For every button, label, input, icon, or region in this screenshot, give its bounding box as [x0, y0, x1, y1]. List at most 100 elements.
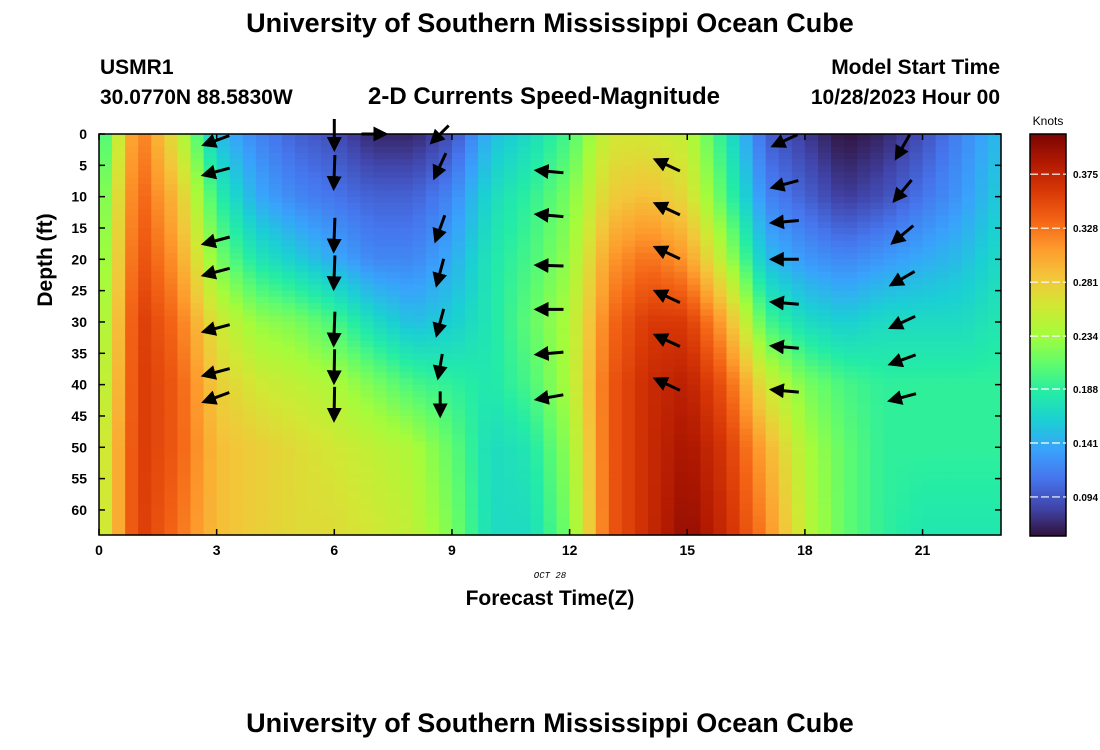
heatmap-cell [386, 209, 401, 217]
heatmap-cell [190, 422, 205, 430]
heatmap-cell [648, 165, 662, 173]
heatmap-cell [360, 202, 375, 210]
heatmap-cell [974, 209, 989, 217]
heatmap-cell [543, 221, 558, 229]
heatmap-cell [138, 171, 152, 179]
heatmap-cell [347, 184, 362, 191]
heatmap-cell [268, 321, 283, 329]
heatmap-cell [465, 403, 479, 411]
heatmap-cell [883, 190, 898, 198]
heatmap-cell [595, 428, 610, 436]
heatmap-cell [282, 334, 296, 342]
heatmap-cell [608, 365, 623, 373]
heatmap-cell [465, 202, 479, 210]
heatmap-cell [687, 359, 701, 367]
heatmap-cell [295, 296, 309, 304]
heatmap-cell [648, 321, 662, 329]
heatmap-cell [935, 372, 950, 379]
heatmap-cell [974, 428, 989, 436]
heatmap-cell [255, 497, 270, 505]
heatmap-cell [151, 190, 165, 198]
heatmap-cell [608, 340, 623, 348]
heatmap-cell [804, 484, 819, 492]
heatmap-cell [308, 321, 322, 329]
heatmap-cell [595, 459, 610, 467]
heatmap-cell [412, 428, 427, 436]
heatmap-cell [726, 152, 741, 160]
heatmap-cell [817, 227, 832, 235]
heatmap-cell [190, 328, 205, 336]
heatmap-cell [334, 365, 348, 373]
heatmap-cell [451, 522, 466, 530]
heatmap-cell [870, 221, 884, 229]
heatmap-cell [909, 290, 924, 298]
heatmap-cell [621, 478, 636, 486]
heatmap-cell [831, 259, 845, 267]
heatmap-cell [138, 321, 152, 329]
heatmap-cell [151, 328, 165, 336]
heatmap-cell [412, 441, 427, 448]
heatmap-cell [386, 184, 401, 191]
heatmap-cell [386, 428, 401, 436]
heatmap-cell [844, 359, 858, 367]
heatmap-cell [216, 528, 231, 536]
heatmap-cell [491, 296, 505, 304]
heatmap-cell [530, 196, 545, 204]
heatmap-cell [282, 359, 296, 367]
heatmap-cell [987, 134, 1002, 141]
heatmap-cell [451, 271, 466, 279]
heatmap-cell [451, 447, 466, 455]
heatmap-cell [687, 491, 701, 499]
heatmap-cell [504, 234, 518, 242]
heatmap-cell [203, 278, 218, 285]
heatmap-cell [713, 184, 728, 191]
heatmap-cell [752, 284, 767, 292]
heatmap-cell [922, 215, 937, 223]
heatmap-cell [739, 259, 754, 267]
current-vector-arrow [432, 214, 447, 244]
heatmap-cell [386, 466, 401, 473]
heatmap-cell [138, 209, 152, 217]
heatmap-cell [438, 334, 453, 342]
y-tick-label: 20 [71, 251, 87, 267]
heatmap-cell [713, 246, 728, 254]
heatmap-cell [543, 215, 558, 223]
heatmap-cell [177, 152, 192, 160]
heatmap-cell [791, 422, 806, 430]
heatmap-cell [608, 459, 623, 467]
heatmap-cell [543, 516, 558, 524]
heatmap-cell [138, 177, 152, 185]
heatmap-cell [909, 284, 924, 292]
heatmap-cell [216, 516, 231, 524]
heatmap-cell [438, 196, 453, 204]
heatmap-cell [621, 447, 636, 455]
heatmap-cell [739, 284, 754, 292]
heatmap-cell [517, 209, 531, 217]
heatmap-cell [465, 472, 479, 480]
heatmap-cell [817, 259, 832, 267]
heatmap-cell [739, 359, 754, 367]
heatmap-cell [517, 259, 531, 267]
heatmap-cell [255, 340, 270, 348]
heatmap-cell [229, 491, 244, 499]
heatmap-cell [347, 215, 362, 223]
heatmap-cell [674, 447, 688, 455]
heatmap-cell [674, 428, 688, 436]
heatmap-cell [674, 459, 688, 467]
heatmap-cell [608, 447, 623, 455]
heatmap-cell [360, 290, 375, 298]
current-vector-arrow [894, 134, 911, 161]
heatmap-cell [582, 290, 597, 298]
current-vector-arrow [200, 321, 231, 336]
heatmap-cell [648, 384, 662, 392]
heatmap-cell [778, 522, 793, 530]
heatmap-cell [752, 415, 767, 423]
heatmap-cell [700, 303, 714, 311]
heatmap-cell [255, 202, 270, 210]
heatmap-cell [360, 140, 375, 148]
heatmap-cell [831, 309, 845, 317]
heatmap-cell [935, 240, 950, 248]
heatmap-cell [687, 497, 701, 505]
heatmap-cell [948, 321, 963, 329]
heatmap-cell [909, 347, 924, 354]
